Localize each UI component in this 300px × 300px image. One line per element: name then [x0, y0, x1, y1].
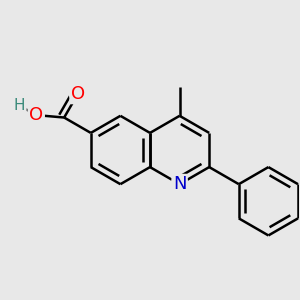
- Text: O: O: [71, 85, 85, 103]
- Circle shape: [28, 107, 44, 123]
- Text: H: H: [14, 98, 26, 113]
- Circle shape: [171, 176, 188, 193]
- Text: N: N: [173, 175, 186, 193]
- Circle shape: [13, 99, 26, 112]
- Text: O: O: [29, 106, 43, 124]
- Circle shape: [70, 85, 86, 102]
